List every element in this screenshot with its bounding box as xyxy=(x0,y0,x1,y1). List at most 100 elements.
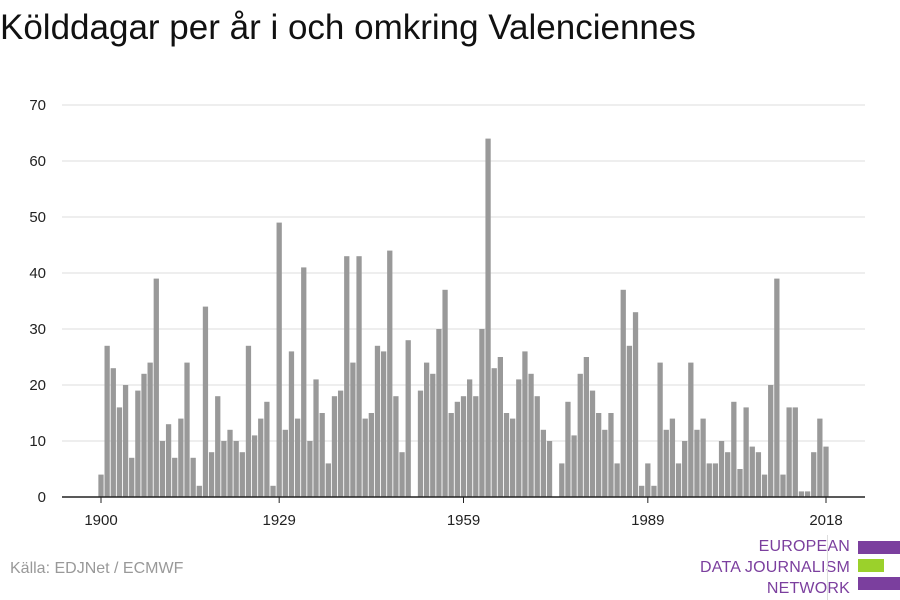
bar-1970 xyxy=(528,373,534,497)
y-tick-label: 60 xyxy=(29,153,46,170)
bar-1946 xyxy=(380,351,387,497)
bars xyxy=(98,138,829,497)
bar-1972 xyxy=(540,429,547,497)
y-tick-label: 40 xyxy=(29,265,46,282)
bar-1975 xyxy=(559,463,565,497)
y-tick-label: 0 xyxy=(38,489,46,506)
bar-1950 xyxy=(405,340,411,497)
bar-1928 xyxy=(270,485,276,497)
bar-2003 xyxy=(731,401,737,497)
logo-text-line-2: DATA JOURNALISM xyxy=(700,559,850,576)
bar-1922 xyxy=(233,441,239,497)
bar-1914 xyxy=(184,362,190,497)
bar-2012 xyxy=(786,407,792,497)
bar-2017 xyxy=(817,418,823,497)
bar-1908 xyxy=(147,362,153,497)
bar-1971 xyxy=(534,396,540,497)
bar-1988 xyxy=(639,485,645,497)
bar-1936 xyxy=(319,413,325,497)
bar-1901 xyxy=(104,345,110,497)
y-tick-label: 10 xyxy=(29,433,46,450)
bar-2009 xyxy=(768,385,774,497)
bar-1966 xyxy=(503,413,510,497)
logo-bar-purple-top xyxy=(858,541,900,554)
logo-bar-purple-bottom xyxy=(858,577,900,590)
bar-1954 xyxy=(430,373,436,497)
bar-2011 xyxy=(780,474,786,497)
logo-bar-green xyxy=(858,559,884,572)
bar-1910 xyxy=(159,441,166,497)
bar-1969 xyxy=(522,351,528,497)
gridlines: 0 10 20 30 40 50 60 70 xyxy=(29,97,865,506)
bar-1967 xyxy=(510,418,516,497)
logo-divider xyxy=(827,535,828,600)
bar-1939 xyxy=(337,390,344,497)
y-tick-label: 70 xyxy=(29,97,46,114)
bar-2007 xyxy=(755,452,762,497)
bar-2002 xyxy=(725,452,731,497)
bar-1979 xyxy=(583,357,590,497)
y-tick-label: 50 xyxy=(29,209,46,226)
bar-1985 xyxy=(620,289,626,497)
bar-1925 xyxy=(251,435,258,497)
bar-1920 xyxy=(221,441,227,497)
x-tick-label: 1900 xyxy=(84,512,117,529)
bar-2008 xyxy=(761,474,768,497)
bar-1912 xyxy=(172,457,178,497)
bar-1926 xyxy=(258,418,264,497)
bar-1902 xyxy=(110,368,116,497)
bar-1943 xyxy=(362,418,368,497)
y-tick-label: 30 xyxy=(29,321,46,338)
bar-1980 xyxy=(589,390,596,497)
logo-text-line-1: EUROPEAN xyxy=(758,538,850,555)
bar-1958 xyxy=(454,401,460,497)
bar-1993 xyxy=(669,418,676,497)
bar-1923 xyxy=(239,452,245,497)
edjnet-logo: EUROPEAN DATA JOURNALISM NETWORK xyxy=(690,535,900,600)
bar-1982 xyxy=(602,429,608,497)
bar-1999 xyxy=(706,463,712,497)
bar-1953 xyxy=(423,362,430,497)
bar-2005 xyxy=(743,407,749,497)
bar-1934 xyxy=(307,441,313,497)
bar-1935 xyxy=(313,379,319,497)
bar-1931 xyxy=(288,351,295,497)
bar-1955 xyxy=(436,329,442,497)
bar-2018 xyxy=(823,446,829,497)
bar-1984 xyxy=(614,463,620,497)
bar-2000 xyxy=(712,463,719,497)
bar-1976 xyxy=(565,401,571,497)
bar-1973 xyxy=(546,441,553,497)
bar-1913 xyxy=(178,418,184,497)
bar-2013 xyxy=(792,407,798,497)
bar-2006 xyxy=(749,446,755,497)
bar-1903 xyxy=(116,407,123,497)
bar-1924 xyxy=(245,345,252,497)
bar-1952 xyxy=(417,390,424,497)
x-tick-label: 2018 xyxy=(809,512,842,529)
bar-1994 xyxy=(675,463,682,497)
bar-1941 xyxy=(350,362,356,497)
bar-1932 xyxy=(294,418,301,497)
bar-1919 xyxy=(215,396,221,497)
bar-1948 xyxy=(393,396,399,497)
bar-1977 xyxy=(571,435,577,497)
bar-1944 xyxy=(368,413,374,497)
bar-1937 xyxy=(325,463,331,497)
bar-2014 xyxy=(798,491,805,497)
bar-2016 xyxy=(811,452,817,497)
bar-1918 xyxy=(208,452,215,497)
bar-1991 xyxy=(657,362,663,497)
bar-1917 xyxy=(202,306,209,497)
source-note: Källa: EDJNet / ECMWF xyxy=(10,560,184,577)
bar-2010 xyxy=(774,278,780,497)
bar-1962 xyxy=(479,329,485,497)
bar-1997 xyxy=(694,429,700,497)
bar-1933 xyxy=(301,267,307,497)
bar-1983 xyxy=(608,413,614,497)
bar-1947 xyxy=(387,250,393,497)
bar-1986 xyxy=(626,345,633,497)
bar-1905 xyxy=(129,457,135,497)
x-tick-label: 1929 xyxy=(262,512,295,529)
